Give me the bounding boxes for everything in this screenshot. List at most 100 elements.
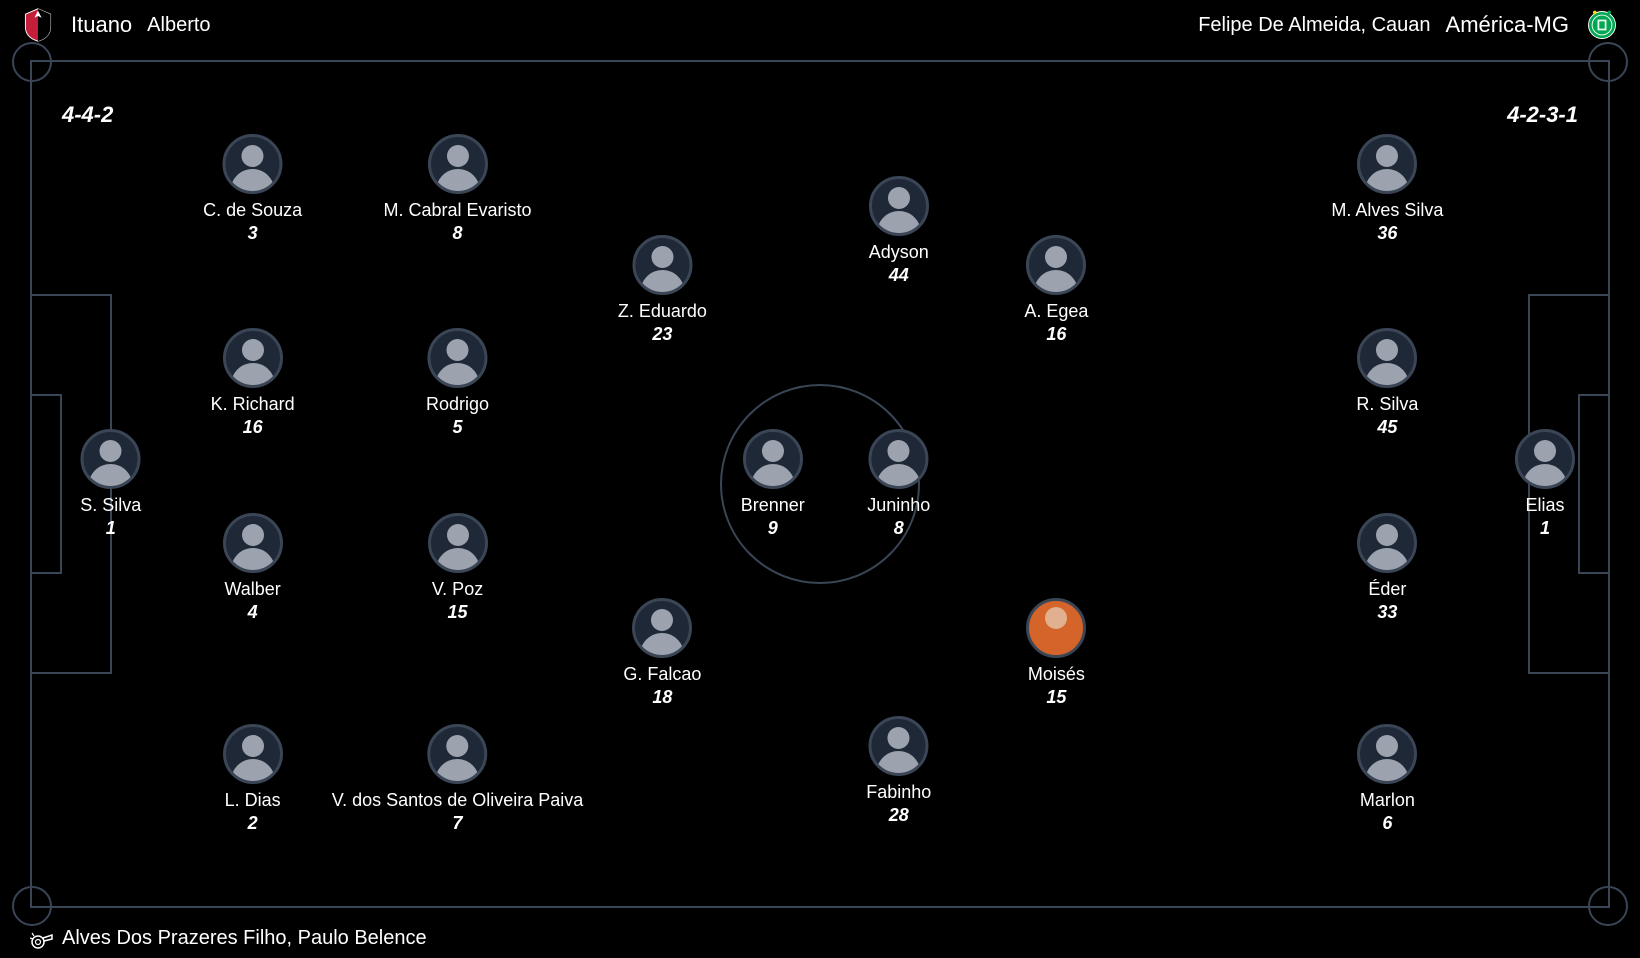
player-marker[interactable]: V. dos Santos de Oliveira Paiva7 (332, 724, 583, 834)
player-marker[interactable]: Fabinho28 (866, 716, 931, 826)
player-marker[interactable]: Brenner9 (741, 429, 805, 539)
goal-box-left (32, 394, 62, 574)
player-name-label: Éder (1368, 579, 1406, 600)
player-name-label: K. Richard (211, 394, 295, 415)
home-team-header: Ituano Alberto (20, 7, 211, 43)
player-marker[interactable]: Rodrigo5 (426, 328, 489, 438)
player-name-label: L. Dias (225, 790, 281, 811)
player-number-label: 8 (894, 518, 904, 539)
player-number-label: 5 (453, 417, 463, 438)
player-marker[interactable]: Éder33 (1357, 513, 1417, 623)
goal-box-right (1578, 394, 1608, 574)
player-number-label: 6 (1382, 813, 1392, 834)
player-avatar (223, 513, 283, 573)
corner-arc (12, 886, 52, 926)
away-coach-name: Felipe De Almeida, Cauan (1198, 14, 1430, 37)
player-marker[interactable]: A. Egea16 (1024, 235, 1088, 345)
player-avatar (632, 598, 692, 658)
player-marker[interactable]: Juninho8 (867, 429, 930, 539)
player-marker[interactable]: S. Silva1 (80, 429, 141, 539)
referee-name: Alves Dos Prazeres Filho, Paulo Belence (62, 927, 427, 950)
corner-arc (12, 42, 52, 82)
player-marker[interactable]: Z. Eduardo23 (618, 235, 707, 345)
football-pitch: 4-4-2 4-2-3-1 S. Silva1 C. de Souza3 K. Ri… (30, 60, 1610, 908)
player-avatar (1026, 235, 1086, 295)
player-marker[interactable]: Marlon6 (1357, 724, 1417, 834)
player-number-label: 3 (248, 223, 258, 244)
player-name-label: C. de Souza (203, 200, 302, 221)
player-name-label: Adyson (869, 242, 929, 263)
player-name-label: Moisés (1028, 664, 1085, 685)
player-number-label: 18 (652, 687, 672, 708)
player-number-label: 7 (453, 813, 463, 834)
player-marker[interactable]: Elias1 (1515, 429, 1575, 539)
player-name-label: Z. Eduardo (618, 301, 707, 322)
player-marker[interactable]: Moisés15 (1026, 598, 1086, 708)
away-team-name: América-MG (1446, 12, 1569, 38)
player-number-label: 2 (248, 813, 258, 834)
player-number-label: 36 (1377, 223, 1397, 244)
referee-bar: Alves Dos Prazeres Filho, Paulo Belence (30, 927, 427, 950)
player-name-label: Walber (224, 579, 280, 600)
player-marker[interactable]: R. Silva45 (1356, 328, 1418, 438)
player-avatar (223, 134, 283, 194)
player-avatar (1026, 598, 1086, 658)
player-avatar (743, 429, 803, 489)
player-marker[interactable]: C. de Souza3 (203, 134, 302, 244)
away-team-logo (1584, 7, 1620, 43)
player-avatar (1357, 328, 1417, 388)
home-coach-name: Alberto (147, 14, 210, 37)
player-number-label: 28 (889, 805, 909, 826)
player-name-label: Brenner (741, 495, 805, 516)
home-team-logo (20, 7, 56, 43)
player-number-label: 15 (1046, 687, 1066, 708)
player-marker[interactable]: G. Falcao18 (623, 598, 701, 708)
player-marker[interactable]: Adyson44 (869, 176, 929, 286)
player-name-label: A. Egea (1024, 301, 1088, 322)
player-number-label: 44 (889, 265, 909, 286)
player-avatar (428, 134, 488, 194)
player-name-label: Elias (1525, 495, 1564, 516)
player-name-label: G. Falcao (623, 664, 701, 685)
player-number-label: 16 (243, 417, 263, 438)
player-marker[interactable]: K. Richard16 (211, 328, 295, 438)
player-marker[interactable]: Walber4 (223, 513, 283, 623)
player-number-label: 4 (248, 602, 258, 623)
away-team-header: América-MG Felipe De Almeida, Cauan (1198, 7, 1620, 43)
player-avatar (81, 429, 141, 489)
player-name-label: R. Silva (1356, 394, 1418, 415)
player-number-label: 1 (1540, 518, 1550, 539)
corner-arc (1588, 42, 1628, 82)
player-avatar (869, 176, 929, 236)
home-team-name: Ituano (71, 12, 132, 38)
player-marker[interactable]: V. Poz15 (428, 513, 488, 623)
player-number-label: 45 (1377, 417, 1397, 438)
player-name-label: Marlon (1360, 790, 1415, 811)
player-number-label: 23 (652, 324, 672, 345)
player-name-label: M. Cabral Evaristo (383, 200, 531, 221)
player-avatar (1357, 724, 1417, 784)
player-marker[interactable]: M. Alves Silva36 (1331, 134, 1443, 244)
away-formation-label: 4-2-3-1 (1507, 102, 1578, 128)
player-name-label: Rodrigo (426, 394, 489, 415)
home-formation-label: 4-4-2 (62, 102, 113, 128)
player-marker[interactable]: L. Dias2 (223, 724, 283, 834)
player-avatar (428, 724, 488, 784)
match-header: Ituano Alberto América-MG Felipe De Alme… (0, 0, 1640, 50)
player-avatar (223, 724, 283, 784)
player-name-label: M. Alves Silva (1331, 200, 1443, 221)
player-avatar (223, 328, 283, 388)
player-number-label: 16 (1046, 324, 1066, 345)
player-name-label: V. Poz (432, 579, 483, 600)
player-avatar (632, 235, 692, 295)
player-name-label: V. dos Santos de Oliveira Paiva (332, 790, 583, 811)
player-avatar (869, 716, 929, 776)
player-name-label: Fabinho (866, 782, 931, 803)
player-avatar (428, 513, 488, 573)
whistle-icon (30, 929, 54, 949)
player-number-label: 15 (448, 602, 468, 623)
player-number-label: 9 (768, 518, 778, 539)
player-number-label: 8 (453, 223, 463, 244)
player-marker[interactable]: M. Cabral Evaristo8 (383, 134, 531, 244)
player-name-label: Juninho (867, 495, 930, 516)
